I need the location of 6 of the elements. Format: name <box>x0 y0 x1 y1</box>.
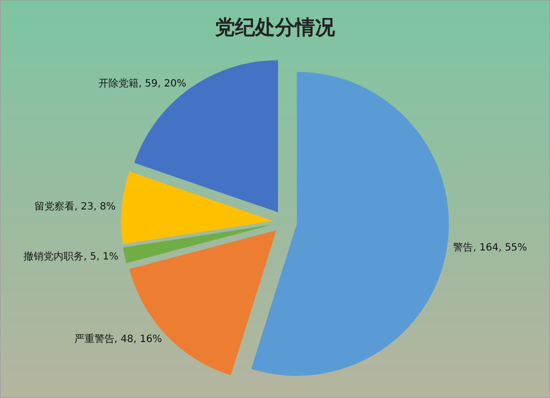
slice-label: 警告, 164, 55% <box>453 242 528 254</box>
slice-label: 撤销党内职务, 5, 1% <box>24 250 119 262</box>
slice-label: 开除党籍, 59, 20% <box>98 77 186 90</box>
chart-title: 党纪处分情况 <box>214 15 336 39</box>
slice-label: 留党察看, 23, 8% <box>34 200 116 213</box>
slice-label: 严重警告, 48, 16% <box>74 333 162 346</box>
